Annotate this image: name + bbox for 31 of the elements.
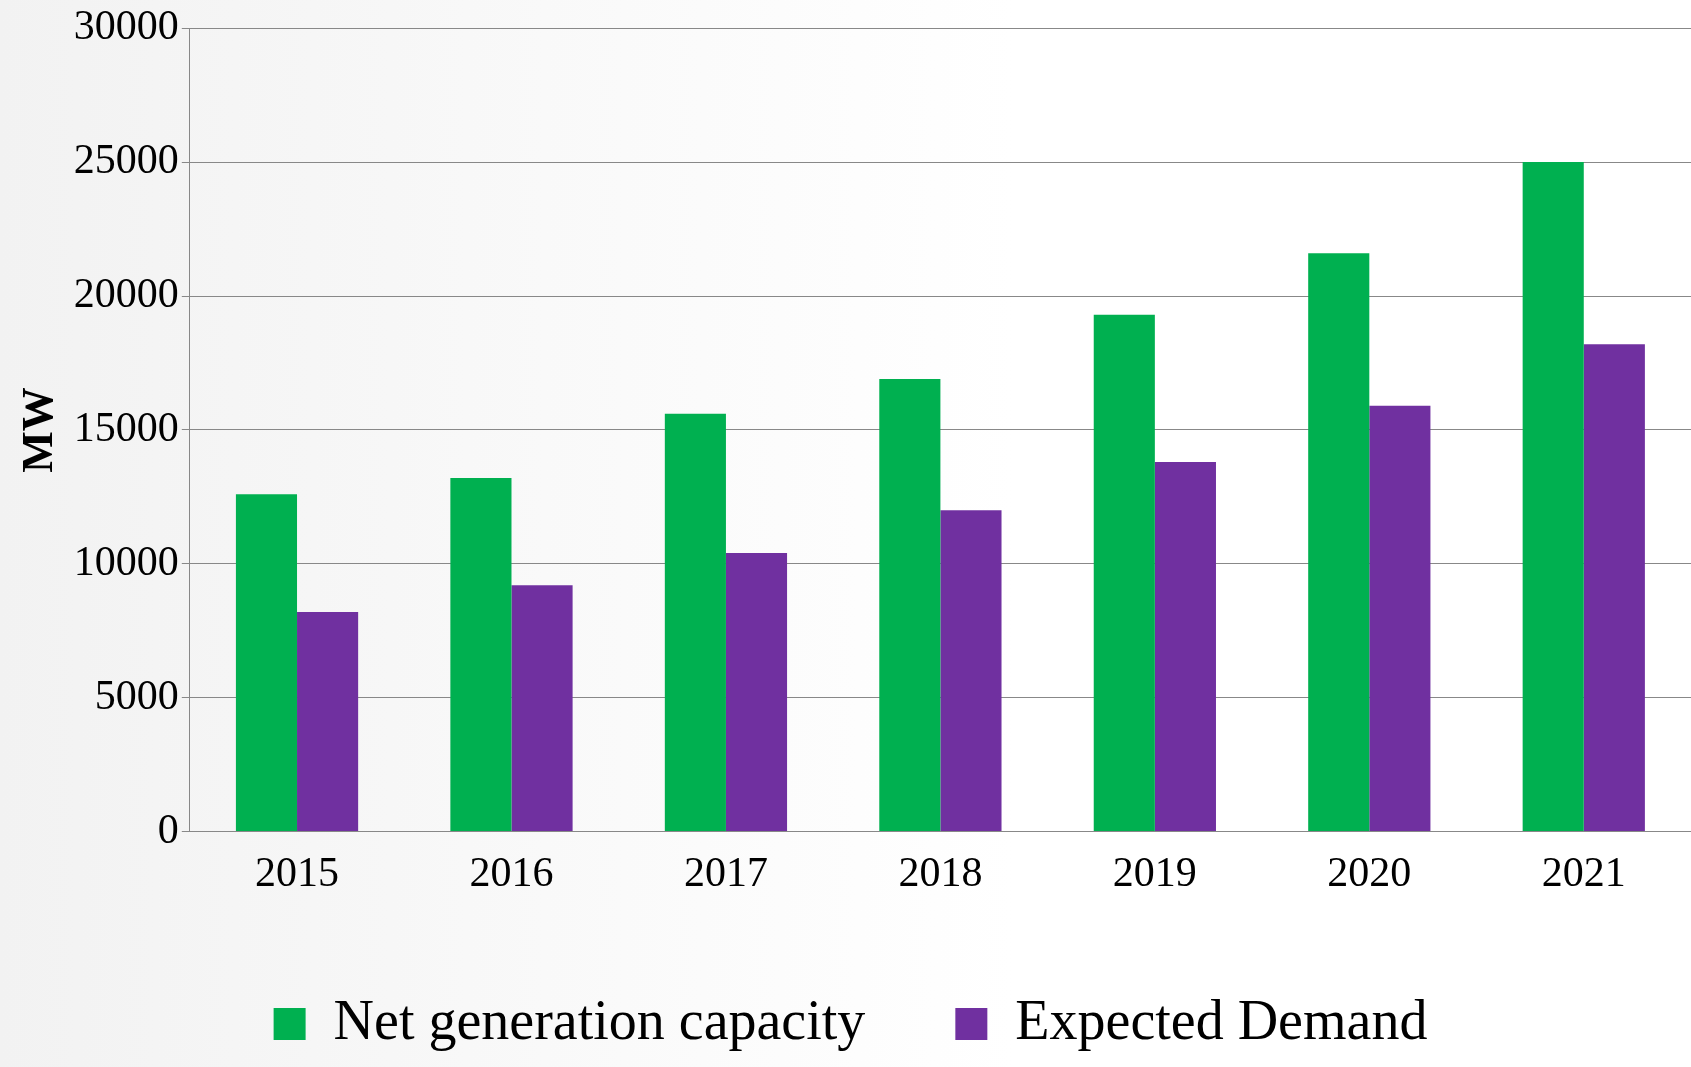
legend-label: Expected Demand [1015,988,1428,1051]
bar [940,510,1002,832]
bar [1369,405,1431,832]
x-tick-label: 2016 [469,848,554,895]
bar [664,413,726,832]
bar [879,379,941,832]
legend-label: Net generation capacity [333,988,866,1051]
bar [1154,462,1216,832]
x-tick-label: 2015 [255,848,340,895]
y-tick-label: 10000 [73,537,179,584]
bar [1093,314,1155,832]
bar [725,553,788,832]
y-tick-label: 5000 [94,671,179,718]
x-tick-label: 2017 [683,848,768,895]
bar [1583,344,1645,832]
x-tick-label: 2018 [898,848,983,895]
y-tick-label: 15000 [73,403,179,450]
y-tick-label: 30000 [73,2,179,49]
y-tick-label: 25000 [73,136,179,183]
y-axis-title: MW [12,387,62,473]
y-tick-label: 0 [157,805,179,852]
bar [235,494,298,832]
bar [511,585,573,832]
bar [450,478,512,832]
bar [1308,253,1370,832]
y-tick-label: 20000 [73,270,179,317]
x-tick-label: 2019 [1112,848,1197,895]
x-tick-label: 2021 [1541,848,1626,895]
bar [1522,162,1584,832]
x-tick-label: 2020 [1327,848,1412,895]
bar [297,612,359,832]
